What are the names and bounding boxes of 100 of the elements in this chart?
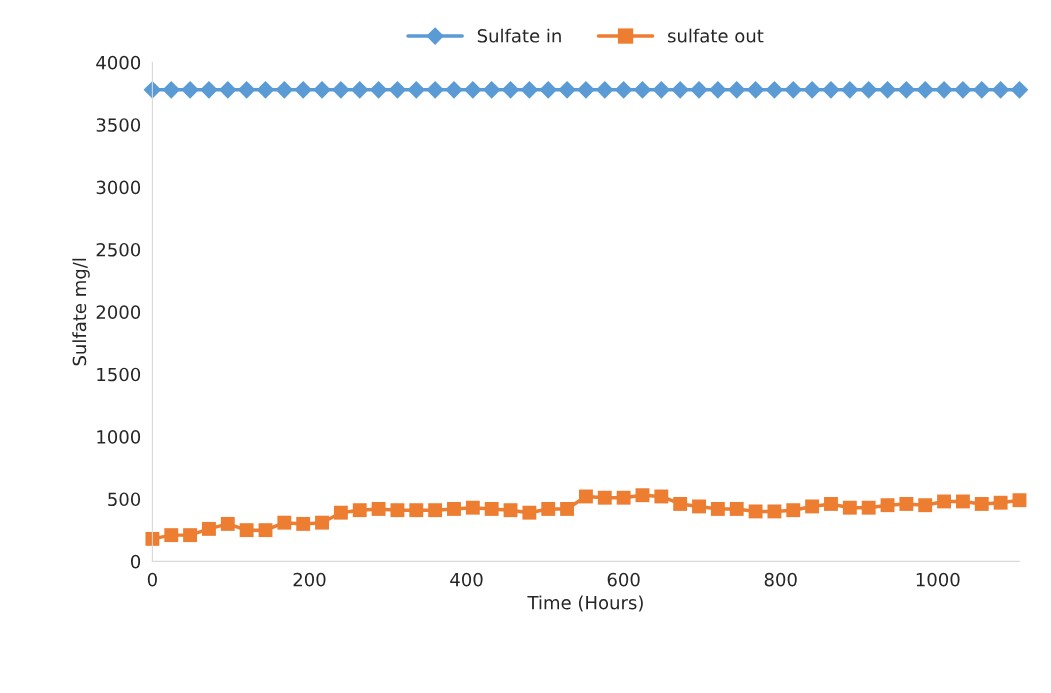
- point: [897, 80, 916, 99]
- legend-label: Sulfate in: [477, 28, 561, 43]
- x-tick-label: 400: [450, 572, 483, 587]
- y-tick-label: 2500: [96, 242, 141, 257]
- point: [426, 80, 444, 99]
- point: [840, 80, 859, 99]
- point: [484, 501, 499, 516]
- point: [145, 531, 160, 546]
- point: [822, 80, 840, 99]
- point: [390, 503, 405, 518]
- point: [350, 80, 369, 99]
- point: [916, 80, 935, 99]
- point: [294, 80, 313, 99]
- point: [748, 504, 763, 519]
- point: [709, 80, 727, 99]
- point: [671, 80, 690, 99]
- y-tick-label: 500: [108, 492, 141, 507]
- point: [428, 503, 443, 518]
- point: [447, 501, 461, 516]
- point: [409, 503, 424, 518]
- point: [595, 80, 614, 99]
- point: [369, 80, 388, 99]
- point: [861, 500, 876, 515]
- x-axis-title: Time (Hours): [527, 595, 643, 612]
- point: [296, 516, 311, 531]
- point: [465, 500, 480, 515]
- point: [899, 497, 914, 511]
- point: [501, 80, 520, 99]
- point: [520, 80, 539, 99]
- point: [824, 497, 838, 511]
- x-tick-label: 800: [764, 572, 797, 587]
- point: [729, 501, 744, 516]
- point: [767, 504, 782, 519]
- point: [332, 80, 350, 99]
- point: [558, 80, 576, 99]
- point: [955, 494, 970, 509]
- point: [239, 523, 254, 538]
- point: [464, 80, 482, 99]
- point: [842, 500, 857, 515]
- point: [727, 80, 746, 99]
- point: [878, 80, 897, 99]
- point: [803, 80, 821, 99]
- point: [522, 505, 537, 520]
- point: [503, 503, 518, 518]
- point: [654, 489, 669, 504]
- point: [765, 80, 784, 99]
- point: [633, 80, 652, 99]
- y-tick-label: 1500: [97, 367, 141, 382]
- point: [880, 498, 895, 513]
- y-tick-label: 4000: [96, 55, 141, 70]
- point: [275, 80, 294, 99]
- y-tick-label: 0: [130, 554, 141, 569]
- point: [937, 494, 952, 509]
- point: [560, 501, 575, 516]
- point: [954, 80, 972, 99]
- x-tick-label: 0: [147, 572, 157, 587]
- point: [993, 495, 1008, 510]
- point: [690, 80, 708, 99]
- point: [972, 80, 991, 99]
- point: [313, 80, 331, 99]
- point: [652, 80, 671, 99]
- point: [407, 80, 426, 99]
- point: [1010, 80, 1029, 99]
- point: [805, 499, 820, 514]
- point: [673, 497, 688, 511]
- point: [577, 80, 595, 99]
- point: [202, 521, 216, 536]
- point: [541, 501, 556, 516]
- point: [333, 505, 348, 520]
- point: [935, 80, 953, 99]
- y-tick-label: 1000: [97, 430, 141, 444]
- point: [616, 490, 631, 505]
- point: [371, 501, 386, 516]
- point: [786, 503, 801, 518]
- point: [692, 499, 706, 514]
- point: [183, 528, 198, 543]
- point: [710, 501, 725, 516]
- point: [445, 80, 463, 99]
- point: [918, 498, 933, 513]
- point: [277, 515, 292, 530]
- point: [1012, 493, 1027, 508]
- point: [200, 80, 218, 99]
- x-tick-label: 600: [607, 572, 640, 587]
- x-tick-label: 1000: [916, 572, 960, 587]
- point: [635, 488, 650, 503]
- point: [482, 80, 501, 99]
- point: [256, 80, 275, 99]
- point: [258, 523, 273, 538]
- point: [162, 80, 181, 99]
- point: [237, 80, 256, 99]
- point: [164, 528, 179, 543]
- point: [991, 80, 1010, 99]
- point: [974, 497, 989, 511]
- y-tick-label: 3500: [96, 118, 141, 132]
- y-tick-label: 2000: [96, 305, 141, 319]
- point: [352, 503, 367, 518]
- point: [859, 80, 878, 99]
- point: [181, 80, 199, 99]
- point: [388, 80, 407, 99]
- y-tick-label: 3000: [96, 180, 141, 195]
